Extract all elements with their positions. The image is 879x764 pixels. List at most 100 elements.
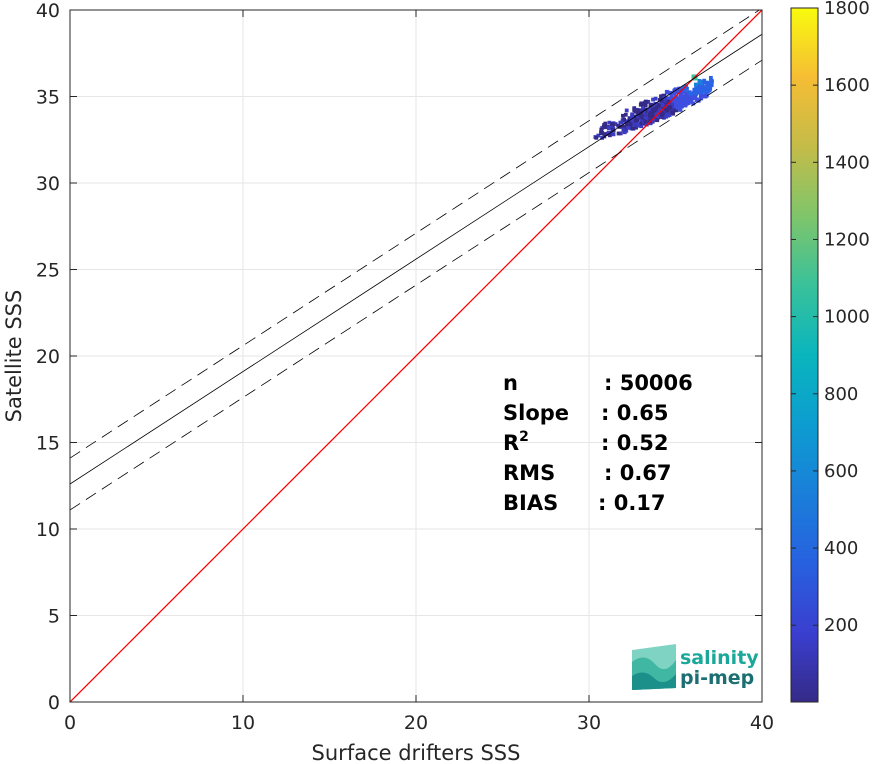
density-cell bbox=[659, 94, 663, 99]
colorbar-tick-label: 1600 bbox=[824, 75, 870, 96]
density-cell bbox=[621, 127, 626, 132]
axis-ticks: 0 10 20 30 40 0 5 10 15 20 25 30 35 40 bbox=[36, 0, 774, 734]
density-cell bbox=[665, 108, 670, 113]
density-cell bbox=[624, 119, 629, 124]
density-cell bbox=[594, 135, 599, 140]
logo-text-salinity: salinity bbox=[680, 647, 759, 669]
stats-value: : 0.52 bbox=[601, 431, 669, 455]
density-cell bbox=[640, 102, 645, 107]
density-cell bbox=[626, 125, 631, 130]
density-cell bbox=[698, 90, 702, 95]
density-cell bbox=[683, 95, 688, 100]
density-cell bbox=[648, 113, 652, 118]
density-cell bbox=[632, 107, 637, 112]
density-cell bbox=[684, 100, 689, 104]
density-cell bbox=[655, 114, 660, 119]
density-cell bbox=[650, 115, 655, 119]
x-tick-label: 0 bbox=[64, 712, 76, 734]
stats-value: : 0.17 bbox=[598, 491, 666, 515]
density-cell bbox=[610, 122, 614, 126]
stats-value: : 50006 bbox=[604, 371, 693, 395]
colorbar-ticks: 200 400 600 800 1000 1200 1400 1600 1800 bbox=[791, 0, 870, 636]
density-cell bbox=[635, 114, 640, 119]
confidence-line bbox=[70, 59, 762, 511]
density-cell bbox=[596, 133, 601, 138]
density-cluster bbox=[593, 74, 714, 140]
density-cell bbox=[667, 102, 672, 107]
density-cell bbox=[657, 108, 662, 113]
colorbar-tick-label: 400 bbox=[824, 538, 858, 559]
density-cell bbox=[675, 105, 680, 110]
density-cell bbox=[631, 120, 636, 125]
density-cell bbox=[696, 98, 701, 103]
density-cell bbox=[673, 87, 678, 92]
colorbar-tick-label: 600 bbox=[824, 461, 858, 482]
density-cell bbox=[603, 132, 608, 137]
density-cell bbox=[653, 106, 658, 111]
density-cell bbox=[658, 103, 663, 108]
logo-wave-front-icon bbox=[632, 672, 676, 690]
density-cell bbox=[607, 133, 612, 138]
density-cell bbox=[599, 130, 604, 134]
density-cell bbox=[681, 100, 686, 105]
density-cell bbox=[628, 122, 633, 127]
density-cell bbox=[641, 114, 646, 119]
density-cell bbox=[639, 124, 644, 129]
one-to-one-line bbox=[70, 10, 762, 702]
regression-line bbox=[70, 33, 762, 485]
density-cell bbox=[701, 87, 705, 92]
density-cell bbox=[694, 82, 698, 87]
y-tick-label: 35 bbox=[36, 87, 60, 109]
density-cell bbox=[666, 96, 671, 101]
density-cell bbox=[606, 130, 611, 135]
density-cell bbox=[643, 100, 647, 105]
density-cell bbox=[627, 116, 632, 121]
density-cell bbox=[633, 109, 638, 114]
stats-label: RMS bbox=[503, 461, 555, 485]
density-cell bbox=[622, 117, 626, 122]
density-cell bbox=[702, 80, 707, 85]
density-cell bbox=[664, 114, 669, 119]
density-cell bbox=[699, 96, 704, 101]
density-cell bbox=[688, 92, 693, 97]
density-cell bbox=[609, 130, 614, 135]
colorbar-tick-label: 800 bbox=[824, 384, 858, 405]
density-cell bbox=[648, 111, 653, 116]
density-cell bbox=[601, 125, 606, 130]
density-cell bbox=[643, 103, 648, 108]
y-tick-label: 20 bbox=[36, 346, 60, 368]
stats-value: : 0.65 bbox=[601, 401, 669, 425]
density-cell bbox=[641, 106, 645, 110]
density-cell bbox=[669, 108, 674, 112]
density-cell bbox=[678, 103, 683, 108]
density-cell bbox=[622, 124, 627, 129]
density-cell bbox=[675, 96, 680, 101]
density-cell bbox=[630, 126, 635, 131]
density-cell bbox=[606, 126, 611, 131]
density-cell bbox=[702, 93, 707, 98]
density-cell bbox=[664, 103, 668, 107]
density-cell bbox=[618, 120, 623, 125]
density-cell bbox=[616, 131, 621, 136]
stats-value: : 0.67 bbox=[604, 461, 672, 485]
density-cell bbox=[629, 119, 634, 123]
stats-label: n bbox=[503, 371, 518, 395]
density-cell bbox=[632, 122, 636, 127]
density-cell bbox=[678, 107, 683, 112]
density-cell bbox=[648, 121, 653, 126]
density-cell bbox=[639, 114, 644, 119]
density-cell bbox=[630, 112, 635, 117]
y-tick-label: 30 bbox=[36, 173, 60, 195]
density-cell bbox=[660, 103, 665, 108]
density-cell bbox=[683, 103, 688, 108]
density-cell bbox=[649, 102, 653, 107]
y-tick-label: 5 bbox=[48, 606, 60, 628]
density-cell bbox=[675, 90, 680, 95]
x-tick-label: 20 bbox=[404, 712, 428, 734]
density-cell bbox=[623, 112, 628, 117]
density-cell bbox=[700, 81, 705, 85]
density-cell bbox=[657, 98, 662, 102]
density-cell bbox=[696, 87, 700, 92]
density-cell bbox=[616, 123, 621, 128]
density-cell bbox=[699, 84, 704, 89]
